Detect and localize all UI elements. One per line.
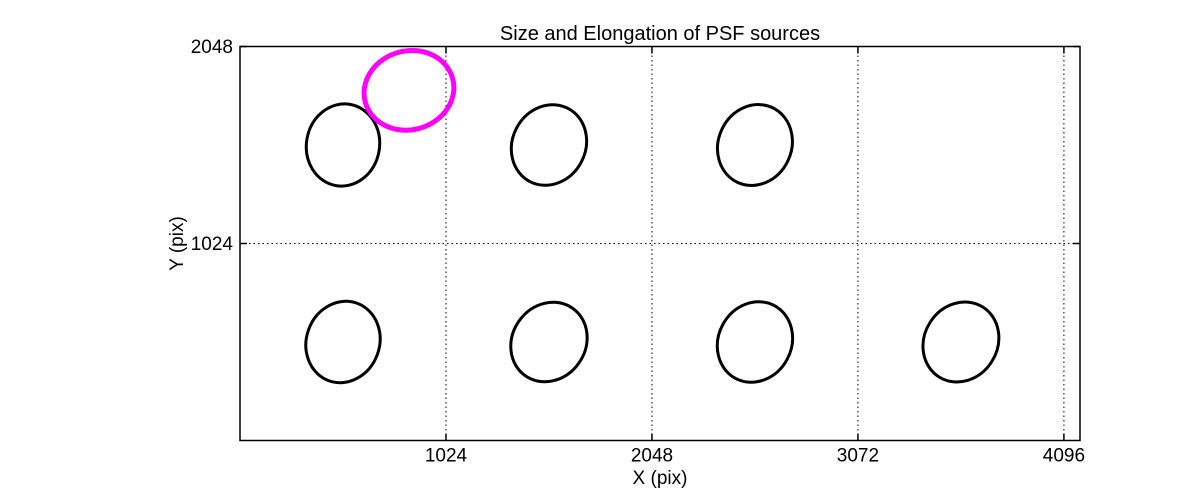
y-axis-label: Y (pix) (167, 216, 188, 271)
axis-ticks (240, 45, 1080, 441)
y-tick-label: 2048 (191, 37, 233, 58)
highlighted-psf-source-ellipse (361, 48, 457, 133)
psf-source-ellipse (509, 300, 589, 384)
x-tick-label: 2048 (631, 446, 673, 467)
x-tick-label: 3072 (837, 446, 879, 467)
psf-source-ellipse (509, 103, 589, 187)
x-axis-label: X (pix) (633, 468, 688, 489)
psf-source-ellipse (921, 300, 1001, 384)
psf-source-ellipse (715, 300, 795, 384)
psf-source-ellipse (716, 103, 794, 187)
psf-source-ellipse (304, 102, 382, 188)
psf-source-ellipse (304, 299, 382, 385)
x-tick-label: 4096 (1043, 446, 1085, 467)
tick-labels: 1024 2048 3072 4096 1024 2048 (191, 37, 1085, 467)
x-tick-label: 1024 (425, 446, 468, 467)
y-tick-label: 1024 (191, 234, 234, 255)
psf-ellipses (304, 48, 1001, 385)
chart-title: Size and Elongation of PSF sources (500, 23, 820, 45)
